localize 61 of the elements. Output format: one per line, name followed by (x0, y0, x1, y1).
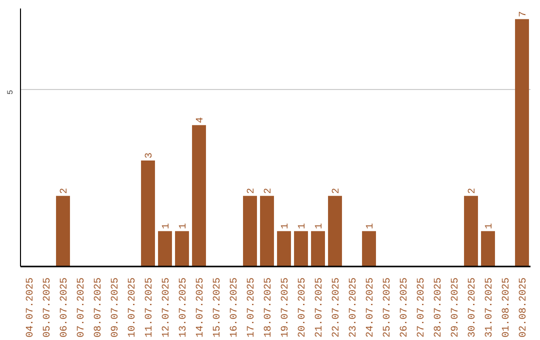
data-label: 2 (264, 188, 274, 194)
data-label: 7 (518, 11, 530, 18)
x-tick-label: 12.07.2025 (162, 277, 172, 338)
x-tick-label: 10.07.2025 (128, 277, 138, 338)
x-tick-label: 13.07.2025 (178, 277, 190, 338)
x-tick-label: 08.07.2025 (94, 277, 104, 338)
bar (328, 196, 342, 266)
x-tick-label: 11.07.2025 (144, 277, 156, 338)
data-label: 4 (196, 117, 206, 124)
bar (260, 196, 274, 266)
x-tick-label: 30.07.2025 (468, 277, 478, 338)
x-tick-label: 23.07.2025 (348, 277, 360, 338)
x-tick-label: 07.07.2025 (76, 277, 88, 338)
bar (141, 160, 155, 266)
x-tick-label: 04.07.2025 (26, 277, 36, 338)
data-label: 1 (298, 223, 308, 230)
bar (243, 196, 257, 266)
data-label: 2 (332, 188, 342, 194)
x-tick-label: 26.07.2025 (400, 277, 410, 338)
data-label: 2 (60, 188, 70, 194)
data-label: 1 (314, 223, 326, 230)
data-label: 1 (178, 223, 190, 230)
x-tick-label: 21.07.2025 (314, 277, 326, 338)
data-label: 1 (162, 223, 172, 230)
x-tick-label: 18.07.2025 (264, 277, 274, 338)
x-tick-label: 20.07.2025 (298, 277, 308, 338)
x-tick-label: 17.07.2025 (246, 277, 258, 338)
x-tick-label: 27.07.2025 (416, 277, 428, 338)
bar (362, 231, 376, 266)
x-tick-label: 28.07.2025 (434, 277, 444, 338)
x-tick-label: 15.07.2025 (212, 277, 224, 338)
bar (464, 196, 478, 266)
bar (277, 231, 291, 266)
x-tick-label: 06.07.2025 (60, 277, 70, 338)
x-tick-label: 29.07.2025 (450, 277, 462, 338)
data-label: 2 (246, 188, 258, 194)
data-label: 3 (144, 152, 156, 158)
x-tick-label: 05.07.2025 (42, 277, 54, 338)
data-label: 1 (280, 223, 292, 230)
x-tick-label: 25.07.2025 (382, 277, 394, 338)
x-tick-label: 24.07.2025 (366, 277, 376, 338)
bar (158, 231, 172, 266)
bar (311, 231, 325, 266)
x-tick-label: 16.07.2025 (230, 277, 240, 338)
data-label: 1 (366, 223, 376, 230)
bar (294, 231, 308, 266)
bar (175, 231, 189, 266)
x-tick-label: 02.08.2025 (518, 277, 530, 338)
x-tick-label: 31.07.2025 (484, 277, 496, 338)
bar (481, 231, 495, 266)
bar (56, 196, 70, 266)
data-label: 1 (484, 223, 496, 230)
x-tick-label: 19.07.2025 (280, 277, 292, 338)
x-tick-label: 14.07.2025 (196, 277, 206, 338)
data-label: 2 (468, 188, 478, 194)
x-tick-label: 09.07.2025 (110, 277, 122, 338)
y-tick-label: 5 (6, 90, 16, 95)
x-tick-label: 01.08.2025 (502, 277, 512, 338)
bar (515, 19, 529, 266)
bar (192, 125, 206, 266)
x-tick-label: 22.07.2025 (332, 277, 342, 338)
